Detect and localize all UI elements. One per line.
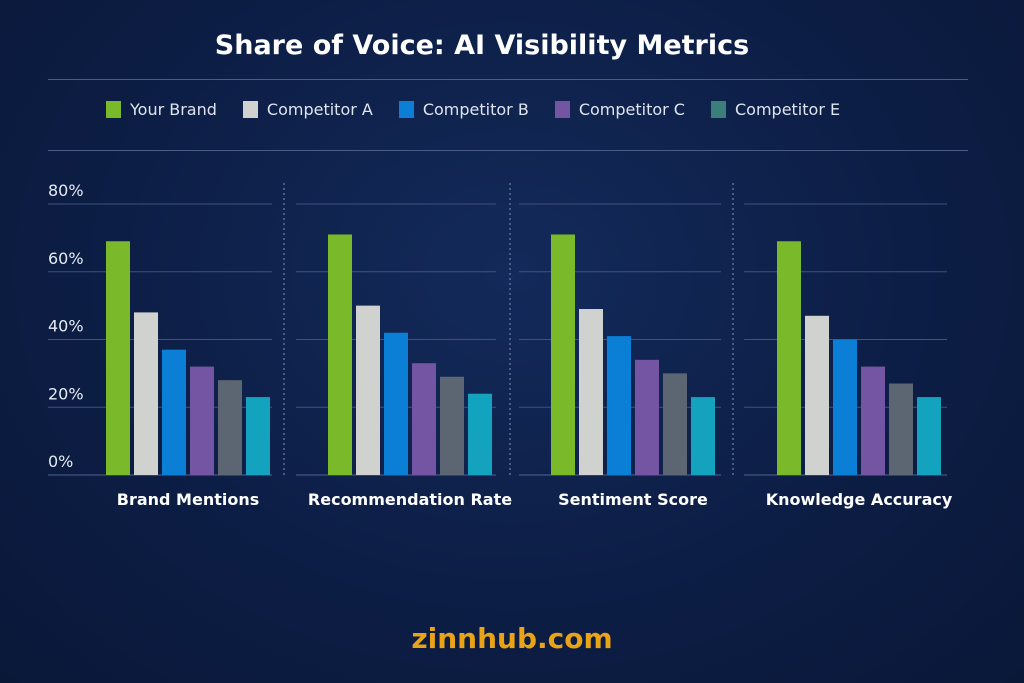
bar [663, 373, 687, 475]
y-tick-label: 40% [48, 317, 84, 336]
y-tick-label: 60% [48, 249, 84, 268]
bar [218, 380, 242, 475]
bar [246, 397, 270, 475]
legend: Your Brand Competitor A Competitor B Compet… [106, 100, 866, 119]
bar [833, 339, 857, 475]
bar [384, 332, 408, 475]
divider-legend [48, 150, 968, 151]
legend-item: Competitor B [398, 100, 529, 119]
legend-swatch [398, 101, 414, 118]
bar [889, 383, 913, 475]
legend-label: Competitor A [266, 100, 373, 119]
category-label: Knowledge Accuracy [766, 490, 953, 509]
bar [861, 366, 885, 475]
divider-top [48, 79, 968, 80]
legend-swatch [106, 101, 121, 118]
bar [328, 234, 352, 475]
legend-item: Your Brand [106, 100, 217, 119]
bar [805, 315, 829, 475]
legend-item: Competitor E [710, 100, 841, 119]
bar [607, 336, 631, 475]
legend-swatch [710, 101, 726, 118]
bar [551, 234, 575, 475]
legend-label: Competitor B [422, 100, 529, 119]
legend-swatch [242, 101, 258, 118]
bar [468, 393, 492, 475]
bar [691, 397, 715, 475]
y-tick-label: 20% [48, 384, 84, 403]
bar [579, 309, 603, 475]
legend-label: Competitor E [734, 100, 841, 119]
legend-item: Competitor C [554, 100, 685, 119]
y-tick-label: 80% [48, 181, 84, 200]
bar [412, 363, 436, 475]
bar [777, 241, 801, 475]
category-label: Brand Mentions [117, 490, 260, 509]
chart-title: Share of Voice: AI Visibility Metrics [214, 30, 750, 61]
bar [917, 397, 941, 475]
bar [190, 366, 214, 475]
watermark: zinnhub.com [411, 622, 613, 655]
legend-swatch [554, 101, 570, 118]
legend-item: Competitor A [242, 100, 373, 119]
bar [356, 305, 380, 475]
category-label: Sentiment Score [558, 490, 708, 509]
bar [635, 359, 659, 475]
bar [134, 312, 158, 475]
bar [440, 376, 464, 475]
legend-label: Your Brand [130, 100, 217, 119]
legend-label: Competitor C [578, 100, 685, 119]
y-tick-label: 0% [48, 452, 73, 471]
bar [162, 349, 186, 475]
bar [106, 241, 130, 475]
category-label: Recommendation Rate [308, 490, 512, 509]
